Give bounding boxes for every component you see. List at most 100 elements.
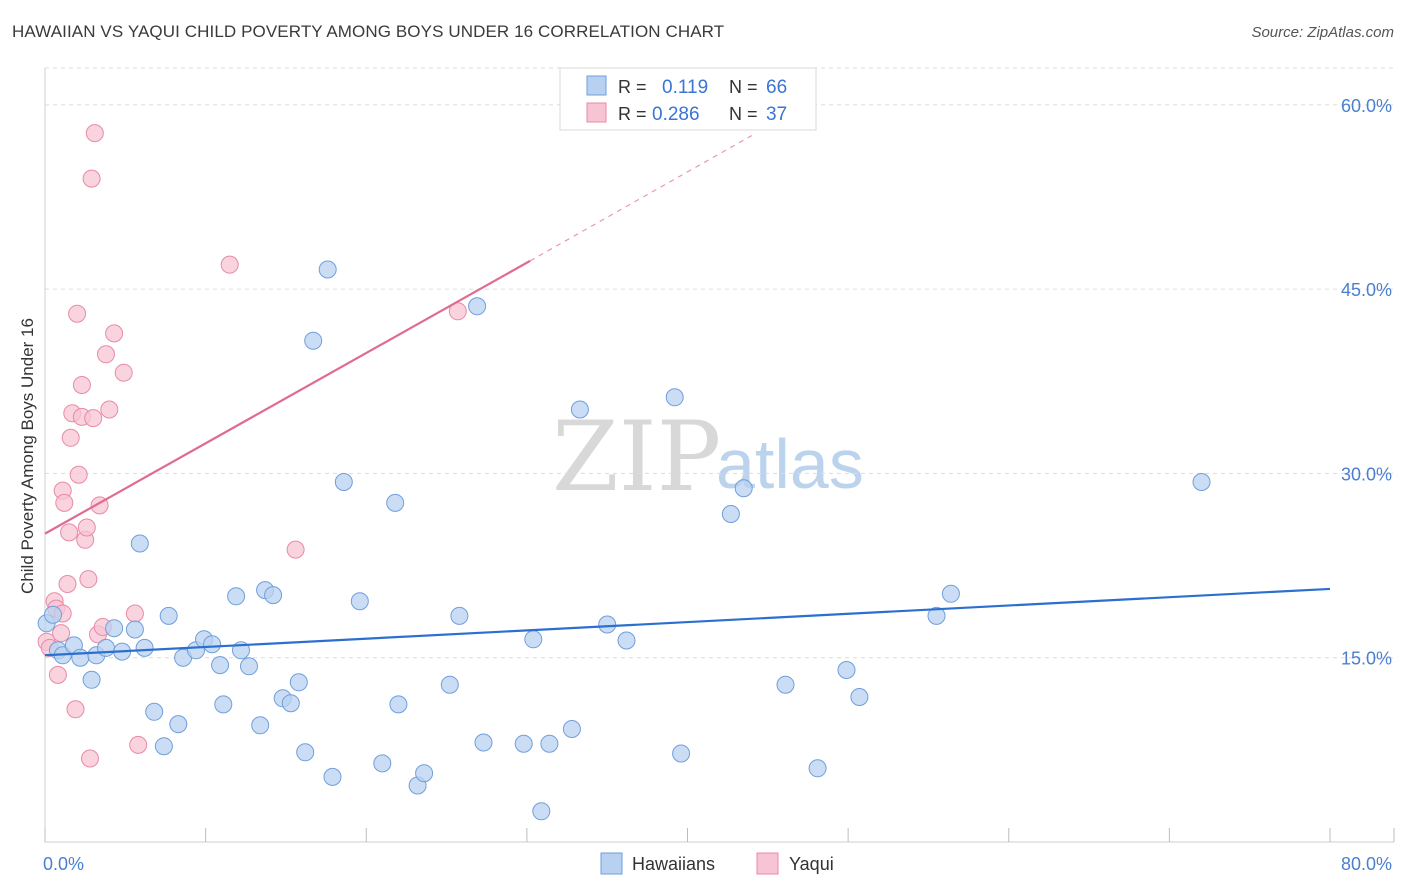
hawaiians-point bbox=[323, 767, 342, 786]
y-tick-label: 15.0% bbox=[1341, 649, 1392, 669]
legend-n-label-hawaiians: N = bbox=[729, 77, 758, 97]
hawaiians-point bbox=[203, 635, 222, 654]
legend-n-label-yaqui: N = bbox=[729, 104, 758, 124]
hawaiians-point bbox=[211, 656, 230, 675]
hawaiians-point bbox=[125, 620, 144, 639]
legend-r-value-yaqui: 0.286 bbox=[652, 104, 700, 125]
hawaiians-point bbox=[135, 638, 154, 657]
legend-r-label-hawaiians: R = bbox=[618, 77, 647, 97]
hawaiians-point bbox=[440, 675, 459, 694]
yaqui-point bbox=[68, 304, 87, 323]
hawaiians-point bbox=[389, 695, 408, 714]
trend-lines bbox=[44, 135, 1331, 657]
hawaiians-point bbox=[598, 615, 617, 634]
hawaiians-point bbox=[304, 331, 323, 350]
y-tick-labels: 15.0% 30.0% 45.0% 60.0% bbox=[1341, 96, 1392, 669]
bottom-legend-swatch-hawaiians bbox=[600, 852, 623, 875]
yaqui-point bbox=[58, 575, 77, 593]
hawaiians-point bbox=[524, 630, 543, 649]
legend-swatch-hawaiians bbox=[586, 75, 607, 96]
yaqui-point bbox=[60, 523, 79, 542]
hawaiians-point bbox=[450, 606, 469, 625]
hawaiians-point bbox=[734, 479, 753, 498]
hawaiians-point bbox=[1192, 473, 1211, 491]
bottom-legend-label-yaqui: Yaqui bbox=[789, 854, 834, 874]
hawaiians-point bbox=[468, 297, 487, 316]
hawaiians-point bbox=[386, 493, 405, 512]
chart-source: Source: ZipAtlas.com bbox=[1251, 24, 1394, 41]
hawaiians-point bbox=[837, 661, 856, 679]
hawaiians-point bbox=[289, 673, 308, 692]
hawaiians-point bbox=[159, 606, 178, 625]
legend-r-label-yaqui: R = bbox=[618, 104, 647, 124]
hawaiians-point bbox=[941, 584, 960, 603]
hawaiians-point bbox=[850, 688, 869, 706]
yaqui-point bbox=[85, 124, 104, 143]
hawaiians-point bbox=[105, 619, 124, 638]
yaqui-point bbox=[129, 735, 148, 754]
yaqui-point bbox=[82, 169, 101, 188]
legend-swatch-yaqui bbox=[586, 102, 607, 123]
yaqui-point bbox=[52, 624, 71, 643]
hawaiians-point bbox=[44, 605, 62, 624]
legend-n-value-hawaiians: 66 bbox=[766, 77, 787, 98]
hawaiians-point bbox=[927, 606, 946, 625]
yaqui-point bbox=[77, 518, 96, 537]
hawaiians-point bbox=[562, 720, 581, 738]
yaqui-point bbox=[79, 570, 98, 589]
hawaiians-point bbox=[169, 715, 188, 734]
yaqui-point bbox=[69, 465, 88, 484]
yaqui-point bbox=[114, 363, 133, 382]
hawaiians-point bbox=[145, 702, 164, 721]
chart-title: HAWAIIAN VS YAQUI CHILD POVERTY AMONG BO… bbox=[12, 22, 725, 41]
yaqui-trend-line bbox=[44, 259, 531, 535]
hawaiians-point bbox=[214, 695, 233, 714]
yaqui-point bbox=[97, 345, 115, 364]
yaqui-point bbox=[55, 493, 74, 512]
yaqui-point bbox=[125, 604, 144, 623]
hawaiians-series bbox=[37, 260, 1211, 821]
watermark: ZIP atlas bbox=[552, 401, 864, 513]
hawaiians-point bbox=[808, 759, 827, 778]
x-tick-label-min: 0.0% bbox=[43, 854, 84, 874]
yaqui-point bbox=[448, 302, 467, 321]
y-tick-label: 45.0% bbox=[1341, 280, 1392, 300]
yaqui-point bbox=[66, 700, 85, 719]
legend-n-value-yaqui: 37 bbox=[766, 104, 787, 125]
hawaiians-point bbox=[318, 260, 337, 279]
bottom-legend-swatch-yaqui bbox=[756, 852, 779, 875]
hawaiians-point bbox=[776, 675, 795, 694]
hawaiians-point bbox=[296, 743, 315, 762]
legend-r-value-hawaiians: 0.119 bbox=[662, 77, 708, 98]
hawaiians-point bbox=[665, 388, 684, 407]
x-axis-ticks bbox=[44, 828, 1395, 842]
hawaiians-point bbox=[350, 592, 369, 611]
hawaiians-point bbox=[82, 670, 101, 689]
hawaiians-point bbox=[97, 638, 115, 657]
y-axis-label: Child Poverty Among Boys Under 16 bbox=[18, 318, 37, 594]
yaqui-point bbox=[48, 665, 67, 684]
yaqui-point bbox=[105, 324, 124, 343]
hawaiians-point bbox=[240, 657, 258, 676]
yaqui-point bbox=[100, 400, 119, 419]
yaqui-trend-line-extension bbox=[529, 135, 753, 262]
yaqui-point bbox=[81, 749, 99, 768]
hawaiians-trend-line bbox=[44, 587, 1331, 657]
hawaiians-point bbox=[474, 733, 493, 752]
yaqui-series bbox=[37, 124, 467, 768]
hawaiians-point bbox=[373, 754, 392, 773]
hawaiians-point bbox=[540, 734, 559, 753]
hawaiians-point bbox=[570, 400, 589, 419]
hawaiians-point bbox=[532, 802, 551, 821]
hawaiians-point bbox=[672, 744, 691, 763]
y-tick-label: 60.0% bbox=[1341, 96, 1392, 116]
hawaiians-point bbox=[130, 534, 149, 553]
hawaiians-point bbox=[617, 631, 636, 650]
x-tick-label-max: 80.0% bbox=[1341, 854, 1392, 874]
hawaiians-point bbox=[281, 694, 300, 713]
yaqui-point bbox=[286, 540, 305, 559]
gridlines bbox=[45, 67, 1394, 659]
correlation-legend: R = 0.119 N = 66 R = 0.286 N = 37 bbox=[559, 67, 817, 131]
yaqui-point bbox=[61, 428, 80, 447]
